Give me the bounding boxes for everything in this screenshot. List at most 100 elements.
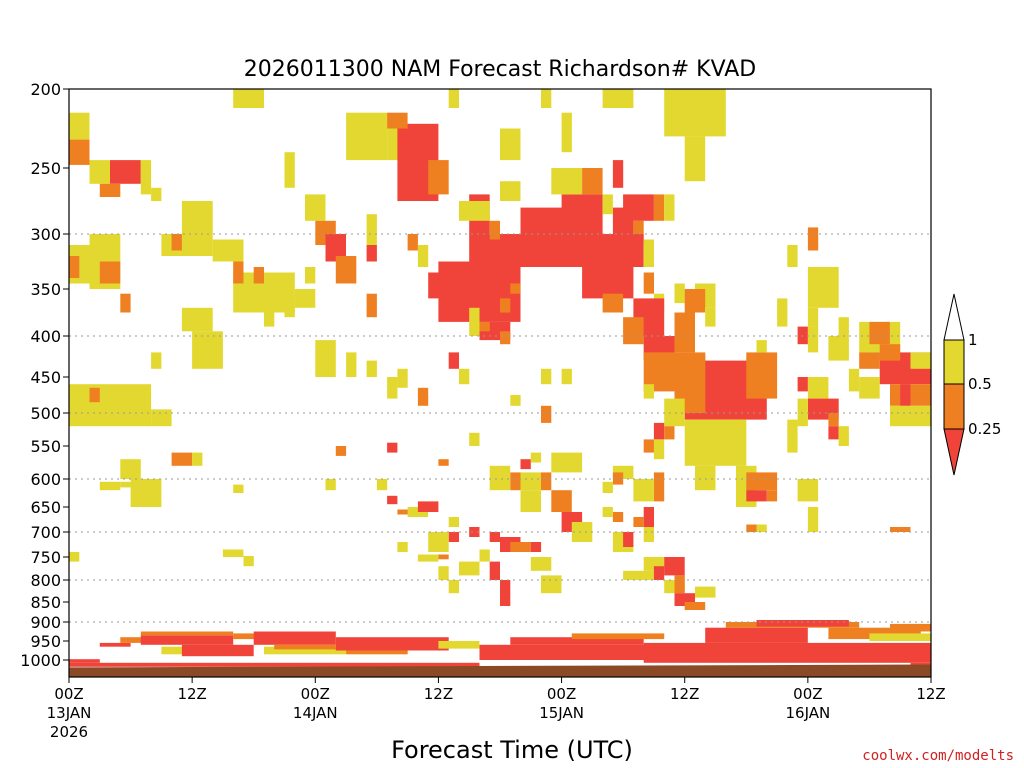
ri-cell-100	[653, 422, 665, 440]
ri-cell-201	[438, 459, 449, 466]
ri-cell-43	[69, 552, 80, 562]
colorbar-orange	[943, 383, 965, 430]
y-tick-label-750: 750	[30, 548, 61, 567]
ri-cell-222	[366, 245, 377, 262]
ri-cell-119	[828, 413, 839, 427]
surface-band-25	[69, 662, 480, 667]
ri-cell-163	[448, 532, 459, 542]
ri-cell-11	[428, 160, 449, 195]
ri-cell-40	[130, 479, 162, 507]
ri-cell-159	[541, 575, 562, 594]
ri-cell-224	[417, 245, 429, 267]
ri-cell-0	[69, 112, 90, 140]
ri-cell-227	[448, 89, 459, 108]
ri-cell-214	[151, 187, 162, 201]
ri-cell-88	[684, 289, 706, 313]
ri-cell-165	[448, 517, 459, 527]
surface-band-14	[479, 644, 685, 660]
surface-band-18	[705, 627, 808, 643]
ri-cell-34	[69, 384, 152, 427]
ri-cell-18	[171, 234, 182, 251]
ri-cell-209	[397, 368, 408, 388]
ri-cell-80	[674, 283, 685, 304]
ri-cell-10	[387, 112, 408, 129]
ri-cell-24	[99, 261, 121, 284]
ri-cell-195	[120, 481, 131, 488]
ri-cell-179	[664, 557, 685, 576]
y-tick-label-300: 300	[30, 225, 61, 244]
y-tick-label-200: 200	[30, 80, 61, 99]
y-tick-label-850: 850	[30, 593, 61, 612]
ri-cell-101	[664, 426, 675, 440]
ri-cell-202	[520, 459, 531, 470]
ri-cell-115	[797, 377, 808, 392]
ri-cell-149	[571, 522, 593, 542]
ri-cell-105	[746, 472, 778, 491]
ri-cell-203	[530, 452, 542, 463]
ri-cell-205	[541, 405, 552, 423]
ri-cell-63	[623, 194, 654, 221]
ri-cell-21	[69, 256, 80, 278]
ri-cell-187	[643, 507, 654, 527]
ri-cell-64	[653, 194, 665, 221]
ri-cell-38	[120, 459, 141, 479]
ri-cell-31	[151, 352, 162, 369]
ri-cell-220	[181, 307, 213, 332]
ri-cell-6	[233, 89, 264, 108]
colorbar-label-0-25: 0.25	[968, 420, 1001, 438]
ri-cell-143	[520, 472, 541, 491]
ri-cell-162	[459, 561, 480, 576]
ri-cell-41	[243, 556, 254, 567]
ri-cell-103	[653, 439, 665, 460]
ri-cell-141	[489, 465, 511, 491]
ri-cell-168	[417, 501, 439, 512]
ri-cell-216	[366, 214, 377, 245]
x-tick-label-7-0: 12Z	[916, 685, 945, 703]
y-tick-label-450: 450	[30, 368, 61, 387]
ri-cell-14	[325, 234, 346, 262]
ri-cell-67	[643, 272, 654, 294]
x-tick-label-0-2: 2026	[50, 723, 88, 741]
surface-band-10	[274, 644, 336, 650]
ri-cell-62	[612, 160, 624, 188]
ri-cell-59	[602, 194, 613, 215]
ri-cell-138	[890, 405, 931, 427]
ri-cell-77	[459, 368, 470, 385]
ri-cell-160	[489, 561, 500, 580]
ri-cell-157	[479, 549, 490, 562]
ri-cell-128	[828, 336, 849, 361]
ri-cell-53	[561, 194, 603, 234]
ri-cell-65	[664, 194, 675, 221]
ri-cell-147	[551, 490, 572, 512]
ri-cell-22	[89, 234, 121, 262]
y-tick-label-400: 400	[30, 327, 61, 346]
x-tick-label-2-0: 00Z	[301, 685, 330, 703]
ri-cell-106	[746, 490, 767, 502]
surface-band-15	[510, 637, 644, 645]
ri-cell-215	[181, 201, 213, 234]
y-tick-label-600: 600	[30, 470, 61, 489]
ri-cell-164	[428, 532, 449, 552]
credit-text[interactable]: coolwx.com/modelts	[862, 748, 1014, 764]
ri-cell-139	[910, 352, 931, 369]
ri-cell-32	[346, 352, 357, 377]
ri-cell-125	[807, 267, 839, 308]
ri-cell-217	[284, 152, 295, 188]
ri-cell-200	[387, 442, 398, 453]
ri-cell-76	[448, 352, 459, 369]
ri-cell-17	[161, 234, 213, 256]
ri-cell-71	[561, 112, 572, 153]
ri-cell-107	[766, 490, 778, 502]
ri-cell-78	[469, 307, 480, 336]
ri-cell-144	[541, 472, 552, 491]
ri-cell-27	[233, 261, 244, 284]
ri-cell-109	[797, 479, 819, 502]
ri-cell-155	[510, 542, 531, 552]
ri-cell-116	[807, 377, 829, 399]
ri-cell-110	[807, 507, 819, 532]
ri-cell-56	[582, 267, 634, 299]
ri-cell-199	[376, 479, 388, 491]
ground-band	[69, 664, 931, 677]
y-tick-label-950: 950	[30, 632, 61, 651]
ri-cell-207	[561, 368, 572, 385]
